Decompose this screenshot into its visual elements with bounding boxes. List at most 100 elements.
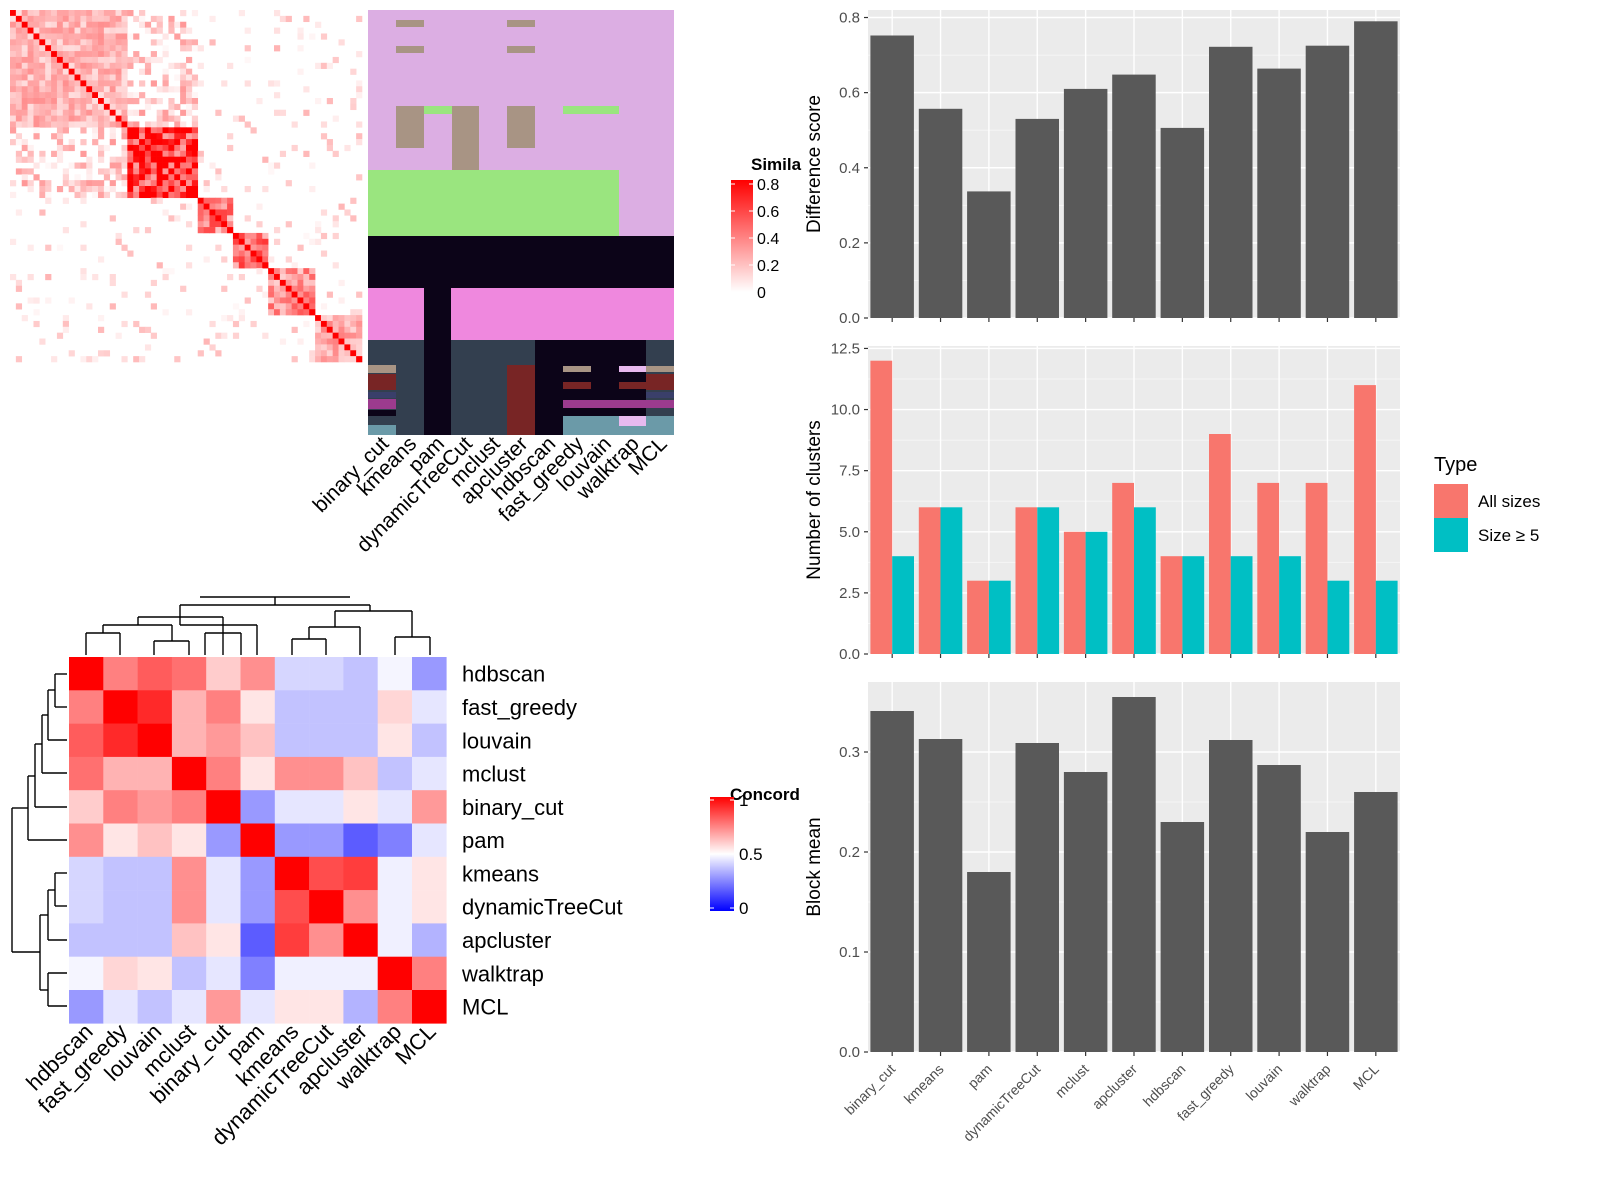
- similarity-cell: [174, 74, 181, 81]
- type-legend-label: Size ≥ 5: [1478, 526, 1539, 545]
- similarity-cell: [80, 27, 87, 34]
- similarity-cell: [350, 215, 357, 222]
- similarity-cell: [21, 51, 28, 58]
- similarity-cell: [144, 291, 152, 298]
- similarity-cell: [39, 186, 46, 193]
- similarity-cell: [156, 27, 163, 34]
- similarity-cell: [139, 15, 146, 23]
- similarity-cell: [33, 56, 40, 64]
- similarity-cell: [168, 162, 175, 169]
- similarity-cell: [162, 191, 169, 199]
- similarity-cell: [203, 197, 210, 204]
- concordance-cell: [206, 890, 241, 924]
- similarity-cell: [338, 344, 345, 351]
- similarity-cell: [62, 86, 69, 93]
- similarity-cell: [186, 174, 193, 181]
- bar-size-ge-5: [1375, 580, 1398, 654]
- concordance-cell: [69, 723, 104, 758]
- similarity-cell: [115, 15, 122, 23]
- similarity-cell: [27, 150, 34, 157]
- similarity-cell: [33, 297, 40, 304]
- bar: [1354, 792, 1398, 1052]
- similarity-cell: [45, 180, 52, 187]
- concordance-cell: [240, 956, 276, 991]
- similarity-cell: [232, 232, 240, 240]
- similarity-cell: [133, 33, 140, 40]
- similarity-cell: [68, 68, 75, 75]
- similarity-cell: [309, 356, 316, 363]
- membership-mark: [424, 106, 452, 114]
- similarity-cell: [221, 186, 228, 193]
- concordance-cell: [377, 823, 413, 858]
- similarity-cell: [62, 320, 69, 328]
- similarity-cell: [150, 156, 157, 163]
- similarity-cell: [121, 115, 128, 122]
- similarity-cell: [62, 326, 69, 333]
- similarity-cell: [291, 274, 298, 281]
- similarity-cell: [127, 56, 134, 64]
- similarity-cell: [315, 238, 322, 245]
- similarity-cell: [51, 121, 58, 128]
- similarity-cell: [80, 150, 87, 157]
- concordance-cell: [412, 956, 447, 991]
- similarity-cell: [56, 98, 64, 105]
- similarity-cell: [344, 209, 351, 216]
- similarity-cell: [338, 350, 345, 357]
- similarity-cell: [215, 244, 222, 251]
- similarity-cell: [203, 180, 210, 187]
- similarity-cell: [45, 244, 52, 251]
- concordance-cell: [171, 890, 207, 924]
- similarity-cell: [10, 10, 17, 17]
- concordance-cell: [69, 956, 104, 991]
- similarity-cell: [191, 186, 199, 193]
- concordance-cell: [240, 690, 276, 724]
- concordance-cell: [137, 923, 173, 957]
- similarity-cell: [62, 92, 69, 99]
- similarity-cell: [191, 45, 199, 52]
- similarity-cell: [180, 186, 187, 193]
- similarity-cell: [291, 303, 298, 310]
- similarity-cell: [92, 191, 99, 199]
- similarity-cell: [256, 262, 263, 269]
- similarity-cell: [39, 121, 46, 128]
- similarity-cell: [115, 27, 122, 34]
- similarity-cell: [86, 39, 93, 46]
- similarity-cell: [279, 291, 287, 298]
- similarity-cell: [356, 80, 363, 87]
- similarity-cell: [80, 244, 87, 251]
- similarity-cell: [256, 203, 263, 210]
- similarity-cell: [168, 174, 175, 181]
- membership-block: [368, 170, 619, 236]
- similarity-cell: [168, 139, 175, 146]
- similarity-cell: [244, 250, 251, 257]
- similarity-cell: [144, 133, 152, 140]
- similarity-cell: [92, 186, 99, 193]
- similarity-cell: [150, 27, 157, 34]
- concordance-cell: [412, 756, 447, 791]
- concordance-cell: [137, 723, 173, 758]
- similarity-cell: [168, 186, 175, 193]
- similarity-cell: [344, 144, 351, 152]
- similarity-cell: [162, 186, 169, 193]
- similarity-cell: [62, 15, 69, 23]
- similarity-cell: [33, 27, 40, 34]
- concordance-cell: [309, 657, 344, 691]
- similarity-cell: [197, 80, 204, 87]
- similarity-cell: [62, 174, 69, 181]
- concordance-cell: [309, 956, 344, 991]
- similarity-cell: [51, 10, 58, 17]
- similarity-cell: [285, 180, 292, 187]
- similarity-cell: [150, 162, 157, 169]
- similarity-cell: [268, 297, 275, 304]
- similarity-cell: [74, 115, 81, 122]
- similarity-cell: [109, 127, 116, 134]
- similarity-cell: [279, 303, 287, 310]
- similarity-cell: [68, 297, 75, 304]
- similarity-cell: [162, 309, 169, 316]
- similarity-cell: [268, 291, 275, 298]
- similarity-cell: [162, 150, 169, 157]
- concordance-legend-title: Concord: [730, 785, 800, 804]
- similarity-cell: [92, 51, 99, 58]
- concordance-cell: [377, 657, 413, 691]
- membership-mark: [619, 382, 646, 389]
